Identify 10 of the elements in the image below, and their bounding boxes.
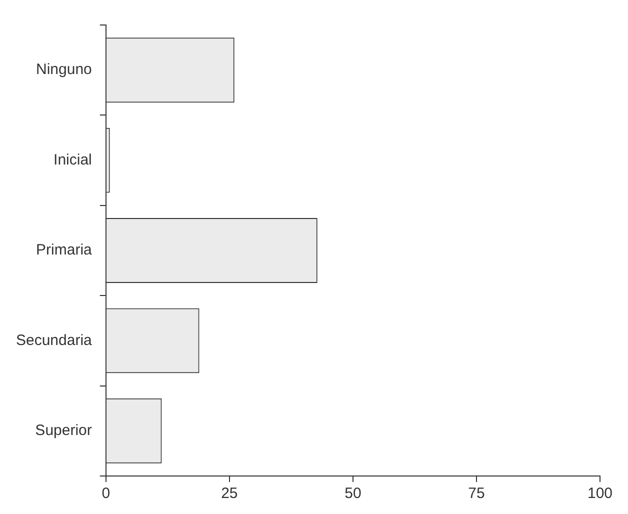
y-tick-label: Inicial <box>54 151 92 168</box>
y-tick-label: Ninguno <box>36 61 92 78</box>
x-tick-label: 50 <box>344 485 362 502</box>
x-tick-label: 25 <box>221 485 238 502</box>
y-tick-label: Primaria <box>36 242 93 259</box>
x-tick-label: 100 <box>587 485 613 502</box>
y-tick-label: Secundaria <box>16 332 93 349</box>
y-tick-label: Superior <box>35 422 92 440</box>
x-tick-label: 75 <box>468 485 485 502</box>
x-tick-label: 0 <box>102 485 110 502</box>
